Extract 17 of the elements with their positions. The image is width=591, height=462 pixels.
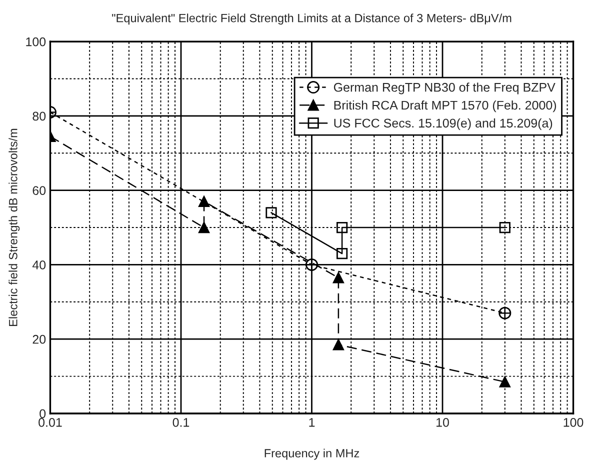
y-axis-title: Electric field Strength dB microvolts/m xyxy=(8,128,20,326)
x-tick-label: 0.01 xyxy=(38,418,62,427)
y-tick-label: 20 xyxy=(32,334,46,344)
x-tick-label: 10 xyxy=(436,418,449,427)
legend-label: British RCA Draft MPT 1570 (Feb. 2000) xyxy=(334,100,556,112)
chart-title: "Equivalent" Electric Field Strength Limits at a Distance of 3 Meters- dBμV/m xyxy=(112,14,512,25)
y-tick-label: 100 xyxy=(26,37,46,46)
legend-label: US FCC Secs. 15.109(e) and 15.209(a) xyxy=(334,118,552,130)
x-tick-label: 1 xyxy=(309,418,315,427)
y-tick-label: 40 xyxy=(32,260,46,270)
x-tick-label: 100 xyxy=(564,418,584,427)
y-tick-label: 80 xyxy=(32,112,46,121)
y-tick-label: 60 xyxy=(32,186,46,195)
x-tick-label: 0.1 xyxy=(172,418,190,427)
x-axis-title: Frequency in MHz xyxy=(264,448,360,460)
y-tick-label: 0 xyxy=(40,409,46,418)
legend-label: German RegTP NB30 of the Freq BZPV xyxy=(334,82,556,94)
